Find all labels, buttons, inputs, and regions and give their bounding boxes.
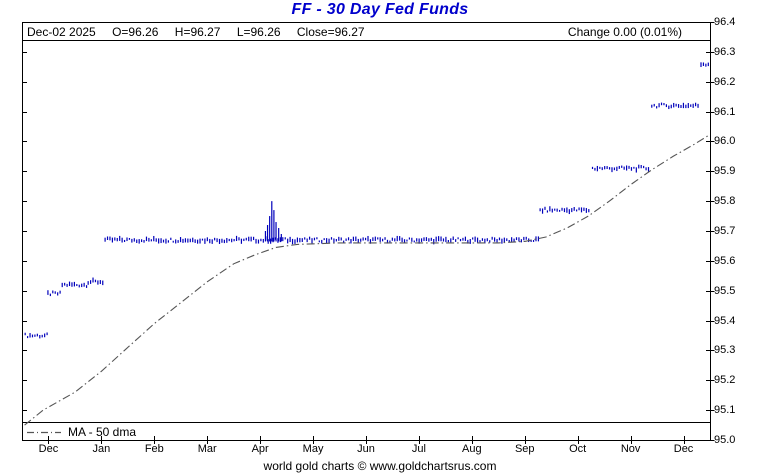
quote-low: L=96.26 bbox=[236, 25, 281, 39]
y-axis-tick-label: 96.0 bbox=[714, 135, 736, 148]
x-axis-tick-label: May bbox=[302, 443, 324, 455]
y-axis-tick-label: 95.5 bbox=[714, 284, 736, 297]
y-axis-tick-label: 96.2 bbox=[714, 75, 736, 88]
quote-open: O=96.26 bbox=[112, 25, 159, 39]
x-axis-tick-label: Apr bbox=[251, 443, 269, 455]
ohlc-readout: Dec-02 2025 O=96.26 H=96.27 L=96.26 Clos… bbox=[27, 25, 378, 39]
y-axis-tick-label: 95.7 bbox=[714, 225, 736, 237]
change-readout: Change 0.00 (0.01%) bbox=[567, 25, 682, 39]
x-axis-tick-label: Oct bbox=[569, 443, 587, 455]
y-axis-tick-label: 95.0 bbox=[714, 434, 736, 446]
x-axis-tick-label: Jun bbox=[357, 443, 375, 455]
ma-50dma-line bbox=[24, 135, 709, 426]
ma-legend: MA - 50 dma bbox=[26, 425, 136, 439]
y-axis-tick-label: 95.6 bbox=[714, 254, 736, 267]
x-axis-tick-label: Jul bbox=[411, 443, 426, 455]
y-axis-tick-label: 96.1 bbox=[714, 105, 736, 118]
price-series-bars bbox=[24, 62, 709, 339]
x-axis-tick-label: Feb bbox=[144, 443, 164, 455]
y-axis-tick-label: 95.1 bbox=[714, 404, 736, 417]
footer-credit: world gold charts © www.goldchartsrus.co… bbox=[263, 459, 497, 473]
y-axis-tick-label: 95.2 bbox=[714, 374, 736, 387]
plot-border bbox=[22, 22, 711, 441]
quote-high: H=96.27 bbox=[174, 25, 221, 39]
x-axis-tick-label: Jan bbox=[92, 443, 111, 455]
ma-dashdot-line-icon bbox=[27, 431, 61, 433]
y-axis-tick-label: 95.3 bbox=[714, 344, 736, 357]
x-axis-tick-label: Sep bbox=[514, 443, 535, 455]
x-axis-tick-label: Mar bbox=[197, 443, 217, 455]
x-axis-tick-label: Nov bbox=[620, 443, 641, 455]
chart-title: FF - 30 Day Fed Funds bbox=[291, 1, 469, 18]
y-axis-tick-label: 95.4 bbox=[714, 314, 736, 327]
x-axis-tick-label: Dec bbox=[38, 443, 59, 455]
y-axis-tick-label: 96.4 bbox=[714, 16, 736, 28]
y-axis-tick-label: 96.3 bbox=[714, 45, 736, 58]
quote-date: Dec-02 2025 bbox=[27, 25, 96, 39]
ma-legend-label: MA - 50 dma bbox=[68, 425, 137, 439]
y-axis-tick-label: 95.8 bbox=[714, 195, 736, 208]
y-axis-tick-label: 95.9 bbox=[714, 165, 736, 178]
x-axis-tick-label: Aug bbox=[462, 443, 482, 455]
quote-close: Close=96.27 bbox=[296, 25, 365, 39]
x-axis-tick-label: Dec bbox=[673, 443, 694, 455]
